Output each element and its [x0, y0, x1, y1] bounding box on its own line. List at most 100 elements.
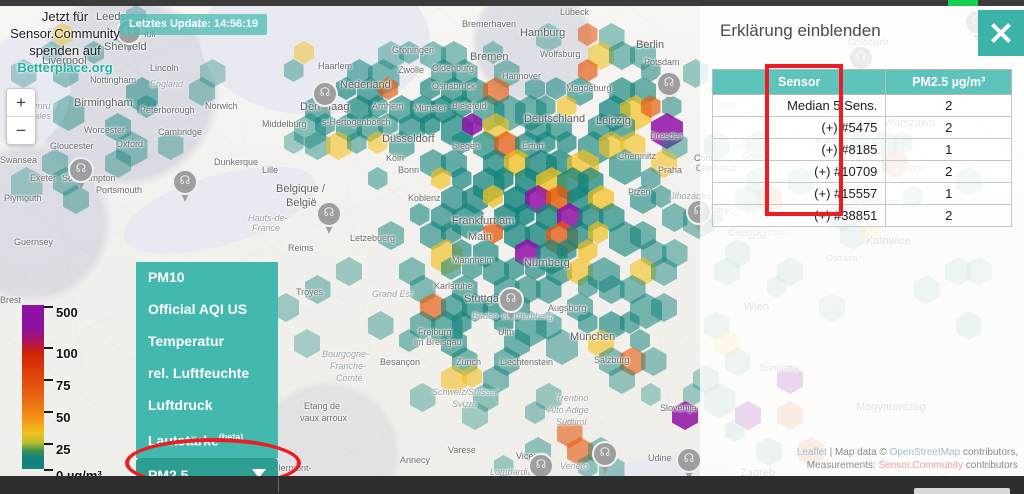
table-row[interactable]: (+) #15557 1 — [711, 182, 1012, 205]
sensor-hex-cell[interactable] — [441, 257, 461, 280]
map-marker-pin[interactable]: ☊ — [528, 453, 554, 478]
sensor-hex-cell[interactable] — [535, 95, 556, 118]
close-icon[interactable] — [978, 10, 1024, 56]
dropdown-option-lautstaerke[interactable]: Lautstärke(beta) — [136, 422, 278, 458]
sensor-hex-cell[interactable] — [367, 95, 388, 118]
map-marker-pin[interactable]: ☊ — [172, 169, 198, 203]
sensor-hex-cell[interactable] — [483, 185, 503, 208]
sensor-hex-cell[interactable] — [451, 167, 472, 190]
sensor-hex-cell[interactable] — [483, 365, 509, 394]
sensor-hex-cell[interactable] — [388, 131, 415, 160]
sensor-community-link[interactable]: Sensor.Community — [878, 460, 963, 471]
zoom-out-button[interactable]: − — [16, 121, 26, 140]
sensor-hex-cell[interactable] — [378, 113, 398, 136]
sensor-hex-cell[interactable] — [588, 221, 608, 244]
sensor-hex-cell[interactable] — [283, 59, 304, 82]
sensor-hex-cell[interactable] — [462, 257, 482, 280]
sensor-hex-cell[interactable] — [336, 77, 356, 100]
sensor-hex-cell[interactable] — [84, 41, 104, 64]
map-zoom-control[interactable]: + − — [6, 88, 36, 145]
sensor-hex-cell[interactable] — [556, 95, 577, 118]
dropdown-option-temperatur[interactable]: Temperatur — [136, 326, 278, 358]
map-marker-pin[interactable]: ☊ — [312, 81, 338, 115]
sensor-hex-cell[interactable] — [640, 59, 661, 82]
sensor-hex-cell[interactable] — [577, 275, 598, 298]
map-marker-pin[interactable]: ☊ — [656, 71, 682, 105]
sensor-hex-cell[interactable] — [462, 365, 482, 388]
sensor-hex-cell[interactable] — [451, 131, 472, 154]
table-row[interactable]: Median 5 Sens. 2 — [711, 94, 1012, 117]
sensor-hex-cell[interactable] — [577, 239, 598, 262]
sensor-hex-cell[interactable] — [346, 131, 367, 154]
sensor-hex-cell[interactable] — [378, 221, 404, 250]
sensor-hex-cell[interactable] — [682, 383, 703, 406]
dropdown-option-aqi[interactable]: Official AQI US — [136, 294, 278, 326]
sensor-hex-cell[interactable] — [493, 167, 514, 190]
sensor-hex-cell[interactable] — [493, 455, 514, 478]
dropdown-option-pm10[interactable]: PM10 — [136, 262, 278, 294]
sensor-hex-cell[interactable] — [640, 167, 661, 190]
sensor-hex-cell[interactable] — [462, 401, 488, 430]
sensor-hex-cell[interactable] — [483, 221, 503, 244]
sensor-hex-cell[interactable] — [577, 23, 598, 46]
sensor-hex-cell[interactable] — [399, 41, 419, 64]
sensor-hex-cell[interactable] — [525, 77, 545, 100]
sensor-hex-cell[interactable] — [367, 311, 394, 340]
sensor-hex-cell[interactable] — [577, 311, 598, 334]
table-row[interactable]: (+) #8185 1 — [711, 138, 1012, 161]
map-marker-pin[interactable]: ☊ — [68, 157, 94, 191]
sensor-hex-cell[interactable] — [409, 383, 436, 412]
sensor-hex-cell[interactable] — [640, 95, 661, 118]
sensor-hex-cell[interactable] — [525, 257, 545, 280]
sensor-hex-cell[interactable] — [556, 239, 577, 262]
sensor-hex-cell[interactable] — [546, 77, 566, 100]
measurement-dropdown[interactable]: PM10 Official AQI US Temperatur rel. Luf… — [136, 262, 278, 493]
sensor-hex-cell[interactable] — [294, 41, 314, 64]
map-marker-pin[interactable]: ☊ — [676, 447, 702, 478]
sensor-hex-cell[interactable] — [378, 77, 398, 100]
sensor-hex-cell[interactable] — [409, 203, 430, 226]
sensor-hex-cell[interactable] — [630, 329, 650, 352]
sensor-hex-cell[interactable] — [451, 239, 472, 262]
osm-link[interactable]: OpenStreetMap — [889, 447, 961, 458]
sensor-hex-cell[interactable] — [535, 131, 556, 154]
leaflet-link[interactable]: Leaflet — [796, 447, 827, 458]
sensor-hex-cell[interactable] — [504, 257, 524, 280]
sensor-hex-cell[interactable] — [294, 329, 320, 358]
sensor-hex-cell[interactable] — [430, 167, 451, 190]
betterplace-link[interactable]: Betterplace.org — [17, 60, 113, 75]
sensor-hex-cell[interactable] — [420, 77, 440, 100]
sensor-hex-cell[interactable] — [315, 113, 335, 136]
sensor-hex-cell[interactable] — [651, 185, 671, 208]
map-marker-pin[interactable]: ☊ — [498, 287, 524, 321]
sensor-hex-cell[interactable] — [451, 311, 472, 334]
sensor-hex-cell[interactable] — [640, 383, 661, 406]
sensor-hex-cell[interactable] — [451, 95, 472, 118]
sensor-hex-cell[interactable] — [367, 167, 388, 190]
table-row[interactable]: (+) #38851 2 — [711, 204, 1012, 227]
zoom-in-button[interactable]: + — [7, 89, 35, 117]
sensor-hex-cell[interactable] — [304, 275, 331, 304]
sensor-hex-cell[interactable] — [514, 203, 535, 226]
sensor-hex-cell[interactable] — [136, 95, 157, 118]
sensor-hex-cell[interactable] — [283, 131, 304, 154]
dropdown-option-luftdruck[interactable]: Luftdruck — [136, 390, 278, 422]
table-row[interactable]: (+) #10709 2 — [711, 160, 1012, 183]
sensor-hex-cell[interactable] — [525, 401, 545, 424]
sensor-hex-cell[interactable] — [42, 41, 62, 64]
table-row[interactable]: (+) #5475 2 — [711, 116, 1012, 139]
sensor-hex-cell[interactable] — [367, 131, 388, 154]
dropdown-option-luftfeuchte[interactable]: rel. Luftfeuchte — [136, 358, 278, 390]
sensor-hex-cell[interactable] — [472, 383, 499, 412]
sensor-hex-cell[interactable] — [52, 23, 73, 46]
sensor-hex-cell[interactable] — [462, 113, 482, 136]
sensor-hex-cell[interactable] — [577, 455, 598, 478]
map-marker-pin[interactable]: ☊ — [316, 201, 342, 235]
sensor-hex-cell[interactable] — [399, 329, 419, 352]
sensor-hex-cell[interactable] — [577, 59, 598, 82]
panel-title-erklaerung[interactable]: Erklärung einblenden — [720, 21, 881, 40]
sensor-hex-cell[interactable] — [420, 113, 440, 136]
sensor-hex-cell[interactable] — [483, 41, 503, 64]
map-marker-pin[interactable]: ☊ — [592, 441, 618, 475]
sensor-hex-cell[interactable] — [556, 131, 577, 154]
